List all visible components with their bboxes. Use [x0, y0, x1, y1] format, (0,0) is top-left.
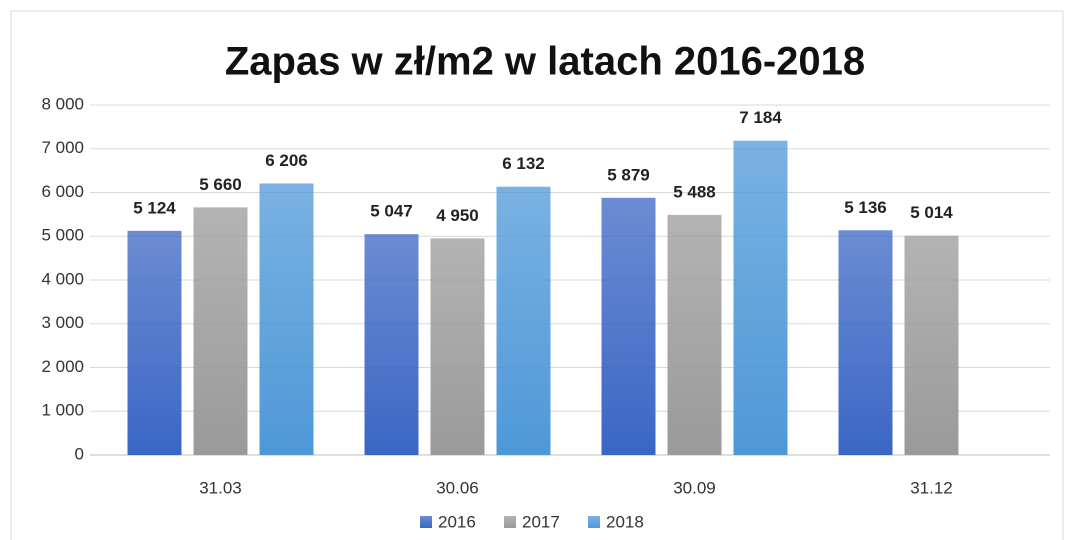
y-tick-label: 8 000: [41, 94, 84, 113]
value-label: 5 047: [370, 202, 413, 221]
legend-label: 2018: [606, 512, 644, 531]
legend-label: 2016: [438, 512, 476, 531]
bar: [259, 183, 314, 456]
value-label: 4 950: [436, 206, 479, 225]
bar: [430, 238, 485, 455]
bar: [838, 230, 893, 455]
x-tick-label: 31.12: [910, 478, 953, 497]
chart-title: Zapas w zł/m2 w latach 2016-2018: [225, 40, 865, 84]
bar: [601, 197, 656, 455]
value-label: 5 660: [199, 175, 242, 194]
value-label: 7 184: [739, 108, 782, 127]
legend-swatch: [420, 516, 432, 528]
legend-label: 2017: [522, 512, 560, 531]
value-label: 5 014: [910, 203, 953, 222]
legend-swatch: [504, 516, 516, 528]
bar: [496, 186, 551, 455]
y-tick-label: 1 000: [41, 401, 84, 420]
y-tick-label: 7 000: [41, 138, 84, 157]
bar: [733, 140, 788, 455]
y-tick-label: 3 000: [41, 313, 84, 332]
y-tick-label: 5 000: [41, 226, 84, 245]
bar: [127, 230, 182, 455]
x-tick-label: 30.06: [436, 478, 479, 497]
bar: [193, 207, 248, 455]
y-tick-label: 4 000: [41, 269, 84, 288]
bar: [364, 234, 419, 455]
value-label: 6 206: [265, 151, 308, 170]
value-label: 6 132: [502, 154, 545, 173]
y-tick-label: 2 000: [41, 357, 84, 376]
y-tick-label: 0: [75, 444, 84, 463]
legend-swatch: [588, 516, 600, 528]
x-tick-label: 31.03: [199, 478, 242, 497]
value-label: 5 488: [673, 182, 716, 201]
y-tick-label: 6 000: [41, 182, 84, 201]
chart-border: [10, 10, 1064, 540]
value-label: 5 124: [133, 198, 176, 217]
bar: [667, 214, 722, 455]
value-label: 5 136: [844, 198, 887, 217]
value-label: 5 879: [607, 165, 650, 184]
bar: [904, 235, 959, 455]
x-tick-label: 30.09: [673, 478, 716, 497]
